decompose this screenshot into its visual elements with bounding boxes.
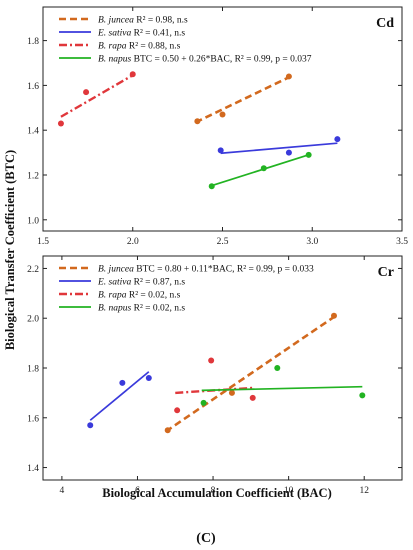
legend-entry: B. napus BTC = 0.50 + 0.26*BAC, R² = 0.9… [98,55,312,65]
y-tick-label: 1.8 [27,365,39,375]
legend-entry: B. juncea BTC = 0.80 + 0.11*BAC, R² = 0.… [98,265,314,275]
y-tick-label: 1.4 [27,127,39,137]
x-tick-label: 3.0 [306,237,318,247]
data-point [87,422,94,429]
panel-label: Cr [378,265,394,280]
legend-statistic: R² = 0.41, n.s [131,29,185,39]
y-tick-label: 1.8 [27,37,39,47]
x-tick-label: 2.0 [127,237,139,247]
plot-frame [42,6,403,232]
legend-species-name: B. napus [98,304,132,314]
data-point [119,379,126,386]
x-tick-label: 3.5 [396,237,408,247]
legend-entry: B. napus R² = 0.02, n.s [98,304,185,314]
x-tick-label: 4 [60,486,65,496]
x-tick-label: 10 [284,486,294,496]
data-point [57,120,64,127]
y-axis-label: Biological Transfer Coefficient (BTC) [3,150,17,350]
data-point [174,407,181,414]
fit-line [165,315,335,433]
series-b-juncea [164,312,337,434]
legend-species-name: B. napus [98,55,132,65]
figure-caption: (C) [196,531,216,546]
data-point [145,374,152,381]
chart-panels: 1.5 2.0 2.5 3.0 3.5 1.0 1.2 1.4 1.6 1.8 Cd B. junce… [27,6,408,496]
data-point [194,118,201,125]
chart-panel-cd: 1.5 2.0 2.5 3.0 3.5 1.0 1.2 1.4 1.6 1.8 Cd B. junce… [27,6,408,247]
data-point [208,183,215,190]
legend-species-name: B. juncea [98,265,134,275]
legend-statistic: R² = 0.02, n.s [127,291,181,301]
panel-label: Cd [376,16,394,31]
legend-species-name: B. juncea [98,16,134,26]
x-tick-label: 2.5 [217,237,229,247]
fit-line [60,73,136,118]
data-point [359,392,366,399]
x-tick-label: 1.5 [37,237,49,247]
data-point [228,389,235,396]
data-point [217,147,224,154]
legend: B. juncea BTC = 0.80 + 0.11*BAC, R² = 0.… [59,265,314,314]
series-b-juncea [194,73,292,125]
series-b-rapa [57,71,136,127]
legend-entry: E. sativa R² = 0.41, n.s [97,29,185,39]
legend-entry: B. juncea R² = 0.98, n.s [98,16,188,26]
legend-species-name: E. sativa [97,278,131,288]
series-b-napus [208,151,312,190]
x-tick-label: 6 [135,486,140,496]
fit-line [195,75,292,124]
data-point [208,357,215,364]
legend-entry: E. sativa R² = 0.87, n.s [97,278,185,288]
series-e-sativa [87,371,152,429]
legend-species-name: E. sativa [97,29,131,39]
legend-statistic: BTC = 0.80 + 0.11*BAC, R² = 0.99, p = 0.… [134,265,314,275]
data-point [219,111,226,118]
y-tick-label: 2.0 [27,315,39,325]
legend-statistic: R² = 0.87, n.s [131,278,185,288]
chart-panel-cr: 4 6 8 10 12 1.4 1.6 1.8 2.0 2.2 Cr B. juncea BTC = … [27,255,403,496]
legend-entry: B. rapa R² = 0.88, n.s [98,42,181,52]
data-point [334,136,341,143]
data-point [330,312,337,319]
series-e-sativa [217,136,341,156]
data-point [249,394,256,401]
data-point [260,165,267,172]
y-tick-label: 1.4 [27,464,39,474]
legend-statistic: R² = 0.02, n.s [131,304,185,314]
y-tick-label: 1.2 [27,172,39,182]
x-axis-label: Biological Accumulation Coefficient (BAC… [102,486,332,500]
x-tick-label: 8 [211,486,216,496]
x-tick-label: 12 [359,486,369,496]
data-point [305,151,312,158]
y-tick-label: 2.2 [27,265,39,275]
data-point [83,89,90,96]
data-point [285,149,292,156]
y-tick-label: 1.6 [27,82,39,92]
legend-statistic: R² = 0.88, n.s [127,42,181,52]
legend-species-name: B. rapa [98,291,127,301]
data-point [200,399,207,406]
series-b-rapa [174,357,256,414]
legend-statistic: BTC = 0.50 + 0.26*BAC, R² = 0.99, p = 0.… [131,55,311,65]
data-point [164,427,171,434]
data-point [274,365,281,371]
series-b-napus [200,365,366,406]
fit-line [209,154,309,188]
data-point [285,73,292,80]
plot-frame [42,255,403,481]
legend: B. juncea R² = 0.98, n.sE. sativa R² = 0… [59,16,312,65]
legend-statistic: R² = 0.98, n.s [134,16,188,26]
fit-line [201,385,363,392]
data-point [129,71,136,78]
fit-line [220,142,338,155]
y-tick-label: 1.6 [27,414,39,424]
legend-species-name: B. rapa [98,42,127,52]
y-tick-label: 1.0 [27,216,39,226]
fit-line [89,371,150,421]
legend-entry: B. rapa R² = 0.02, n.s [98,291,181,301]
